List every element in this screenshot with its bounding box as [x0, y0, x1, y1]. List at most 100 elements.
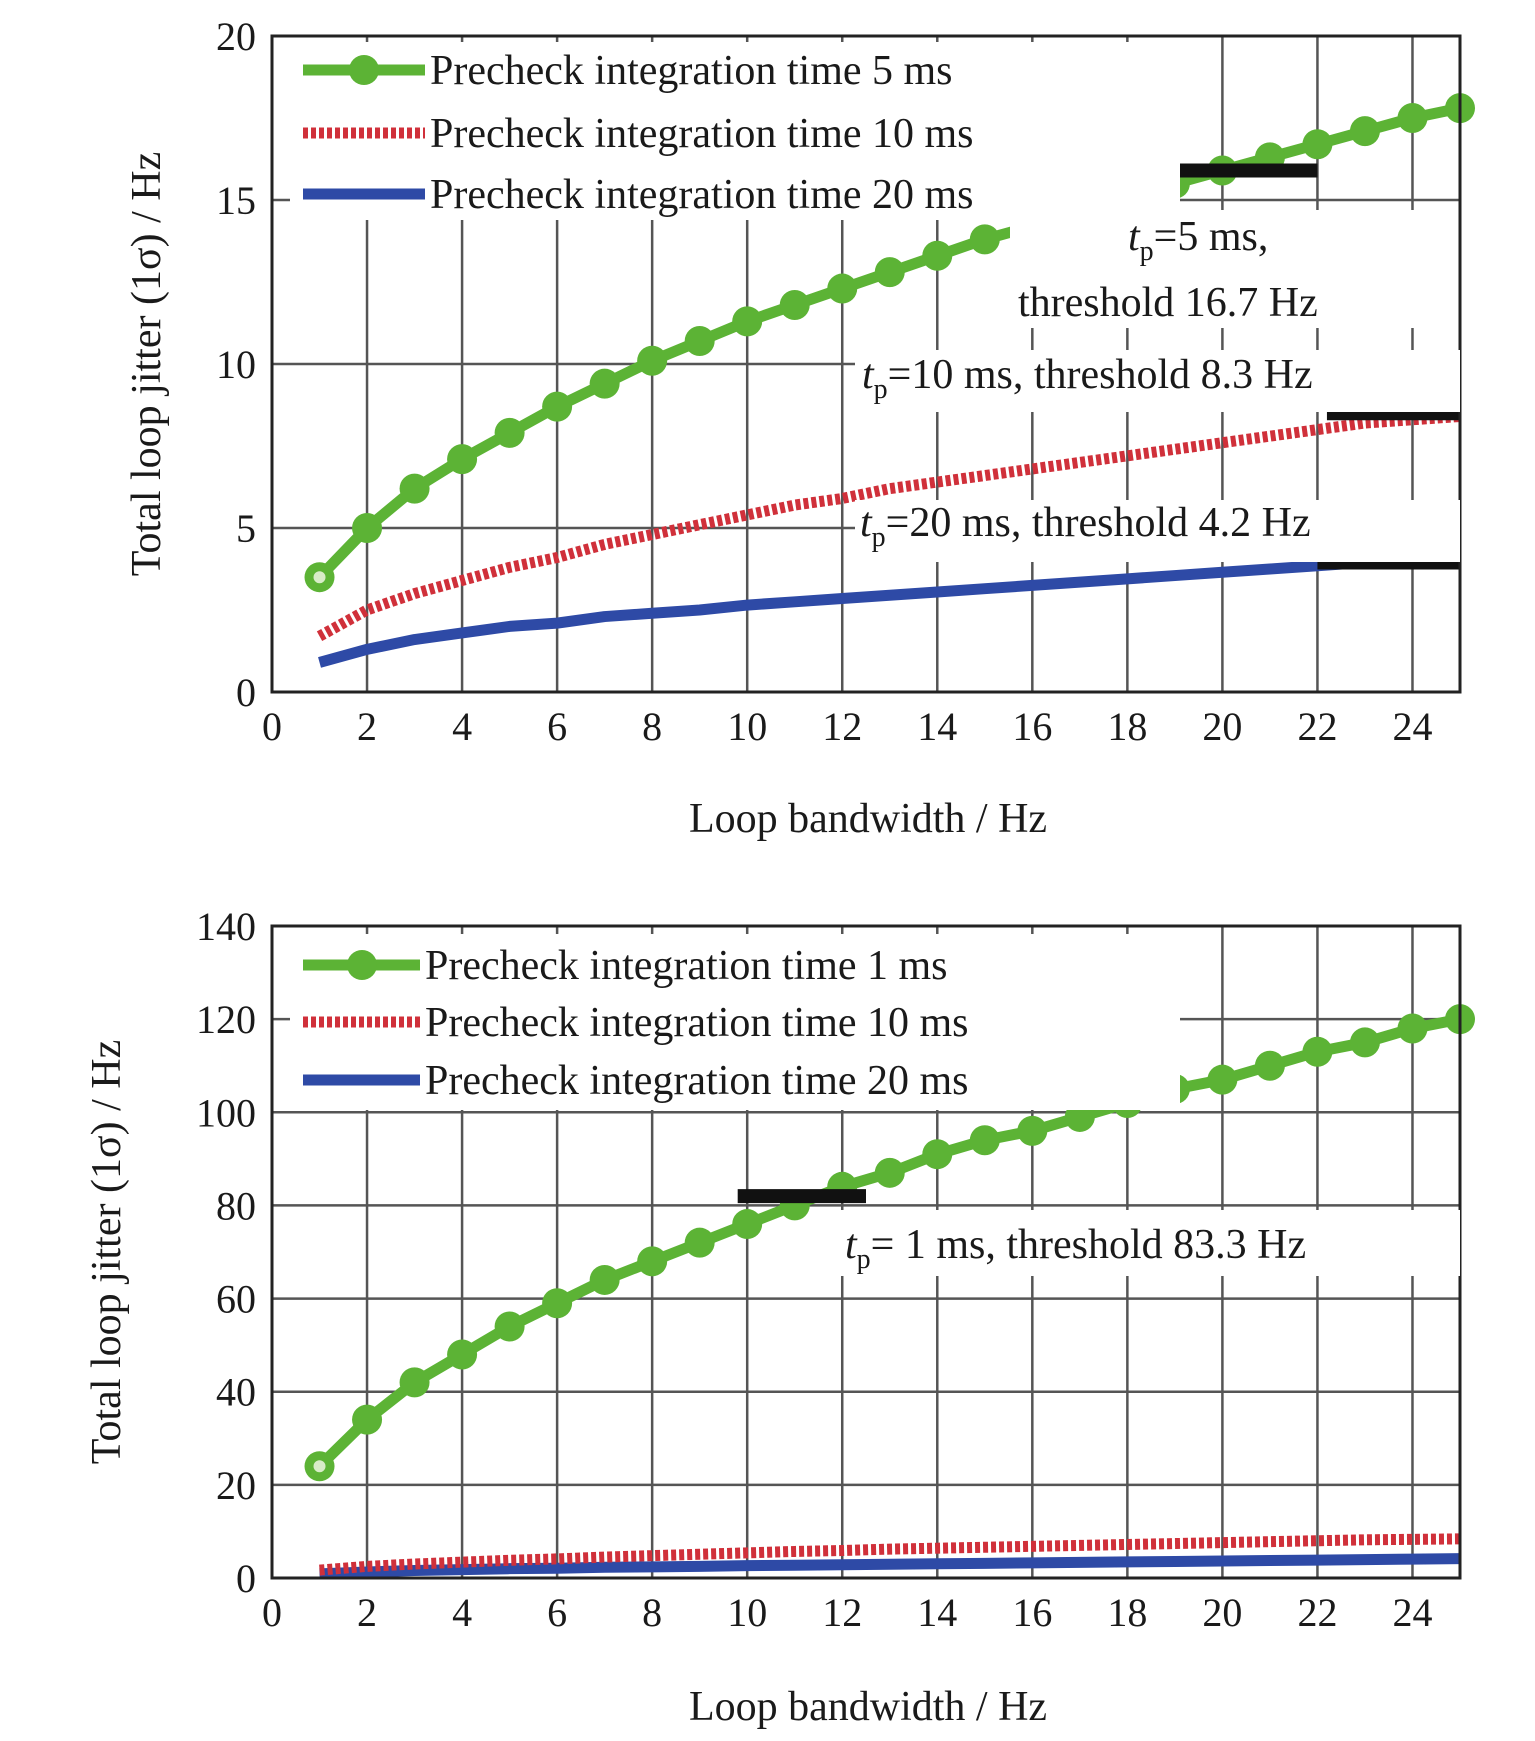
- series-marker: [827, 273, 858, 304]
- series-marker: [589, 1264, 620, 1295]
- y-tick-label: 0: [236, 1556, 256, 1601]
- legend-label: Precheck integration time 5 ms: [430, 48, 953, 94]
- series-marker: [1349, 1027, 1380, 1058]
- x-tick-label: 0: [262, 704, 282, 749]
- legend-item-bottom-3: Precheck integration time 20 ms: [303, 1058, 969, 1104]
- series-marker-highlight: [313, 1460, 326, 1473]
- series-marker: [1207, 1064, 1238, 1095]
- series-marker: [732, 306, 763, 337]
- x-axis-title-top: Loop bandwidth / Hz: [689, 796, 1047, 842]
- series-marker: [399, 473, 430, 504]
- x-tick-label: 10: [727, 1590, 767, 1635]
- series-marker: [637, 1246, 668, 1277]
- series-line: [319, 1533, 1461, 1576]
- x-tick-label: 20: [1202, 1590, 1242, 1635]
- x-tick-label: 20: [1202, 704, 1242, 749]
- legend-label: Precheck integration time 20 ms: [430, 172, 974, 218]
- svg-text:tp= 1 ms, threshold 83.3 Hz: tp= 1 ms, threshold 83.3 Hz: [845, 1222, 1306, 1275]
- svg-text:tp=10 ms, threshold 8.3 Hz: tp=10 ms, threshold 8.3 Hz: [862, 352, 1313, 405]
- y-tick-label: 15: [216, 178, 256, 223]
- legend-bottom: Precheck integration time 1 ms Precheck …: [290, 934, 1180, 1110]
- series-marker: [447, 1339, 478, 1370]
- y-tick-label: 40: [216, 1370, 256, 1415]
- x-tick-label: 24: [1392, 704, 1432, 749]
- x-tick-label: 4: [452, 704, 472, 749]
- chart-bottom: 0 2 4 6 8 10 12 14 16 18 20 22 24020406080100120140 …: [84, 904, 1475, 1730]
- x-tick-label: 0: [262, 1590, 282, 1635]
- x-tick-label: 22: [1297, 1590, 1337, 1635]
- series-marker: [637, 345, 668, 376]
- annotation-threshold-10ms: tp=10 ms, threshold 8.3 Hz: [855, 350, 1460, 412]
- svg-text:tp=20 ms, threshold 4.2 Hz: tp=20 ms, threshold 4.2 Hz: [860, 500, 1311, 553]
- series-marker: [399, 1367, 430, 1398]
- x-tick-label: 4: [452, 1590, 472, 1635]
- series-marker: [874, 257, 905, 288]
- series-marker: [874, 1157, 905, 1188]
- y-tick-label: 120: [196, 997, 256, 1042]
- x-tick-label: 16: [1012, 704, 1052, 749]
- y-tick-label: 100: [196, 1090, 256, 1135]
- svg-text:tp=5 ms,: tp=5 ms,: [1128, 214, 1268, 267]
- y-tick-label: 80: [216, 1183, 256, 1228]
- x-tick-label: 6: [547, 1590, 567, 1635]
- x-tick-label: 12: [822, 1590, 862, 1635]
- series-marker: [779, 289, 810, 320]
- x-tick-label: 16: [1012, 1590, 1052, 1635]
- legend-top: Precheck integration time 5 ms Precheck …: [290, 42, 1180, 220]
- series-line: [316, 410, 1461, 642]
- series-marker: [352, 513, 383, 543]
- svg-text:threshold 16.7 Hz: threshold 16.7 Hz: [1018, 280, 1318, 326]
- y-tick-label: 0: [236, 670, 256, 715]
- series-marker: [1302, 129, 1333, 160]
- series-marker-highlight: [313, 571, 326, 584]
- series-marker: [1349, 116, 1380, 147]
- series-marker: [494, 1311, 525, 1342]
- x-tick-label: 8: [642, 1590, 662, 1635]
- y-axis-title-bottom: Total loop jitter (1σ) / Hz: [84, 1040, 130, 1464]
- x-tick-label: 8: [642, 704, 662, 749]
- x-tick-label: 18: [1107, 704, 1147, 749]
- legend-label: Precheck integration time 20 ms: [425, 1058, 969, 1104]
- x-tick-label: 2: [357, 1590, 377, 1635]
- legend-label: Precheck integration time 1 ms: [425, 943, 948, 989]
- y-tick-label: 20: [216, 14, 256, 59]
- series-marker: [969, 224, 1000, 255]
- y-tick-label: 20: [216, 1463, 256, 1508]
- x-tick-label: 18: [1107, 1590, 1147, 1635]
- series-marker: [684, 1227, 715, 1258]
- x-tick-label: 6: [547, 704, 567, 749]
- legend-label: Precheck integration time 10 ms: [425, 1000, 969, 1046]
- x-tick-label: 12: [822, 704, 862, 749]
- legend-item-bottom-1: Precheck integration time 1 ms: [303, 943, 948, 989]
- y-tick-label: 60: [216, 1277, 256, 1322]
- series-marker: [589, 368, 620, 399]
- series-marker: [542, 1288, 573, 1319]
- annotation-threshold-1ms: tp= 1 ms, threshold 83.3 Hz: [828, 1210, 1460, 1276]
- series-line: [319, 1553, 1461, 1580]
- series-marker: [732, 1209, 763, 1240]
- x-tick-label: 2: [357, 704, 377, 749]
- series-marker: [969, 1125, 1000, 1156]
- x-tick-label: 24: [1392, 1590, 1432, 1635]
- series-marker: [352, 1404, 383, 1435]
- series-marker: [1254, 1050, 1285, 1081]
- x-axis-title-bottom: Loop bandwidth / Hz: [689, 1684, 1047, 1730]
- series-marker: [542, 391, 573, 422]
- annotation-threshold-5ms: tp=5 ms, threshold 16.7 Hz: [1010, 210, 1450, 328]
- series-line: [318, 550, 1461, 668]
- series-marker: [684, 326, 715, 357]
- x-tick-label: 14: [917, 1590, 957, 1635]
- y-tick-label: 5: [236, 506, 256, 551]
- series-marker: [494, 417, 525, 448]
- series-marker: [922, 1139, 953, 1170]
- y-tick-label: 140: [196, 904, 256, 949]
- annotation-threshold-20ms: tp=20 ms, threshold 4.2 Hz: [855, 500, 1460, 562]
- y-axis-title-top: Total loop jitter (1σ) / Hz: [124, 152, 170, 576]
- legend-item-top-2: Precheck integration time 10 ms: [303, 111, 974, 157]
- series-marker: [922, 240, 953, 271]
